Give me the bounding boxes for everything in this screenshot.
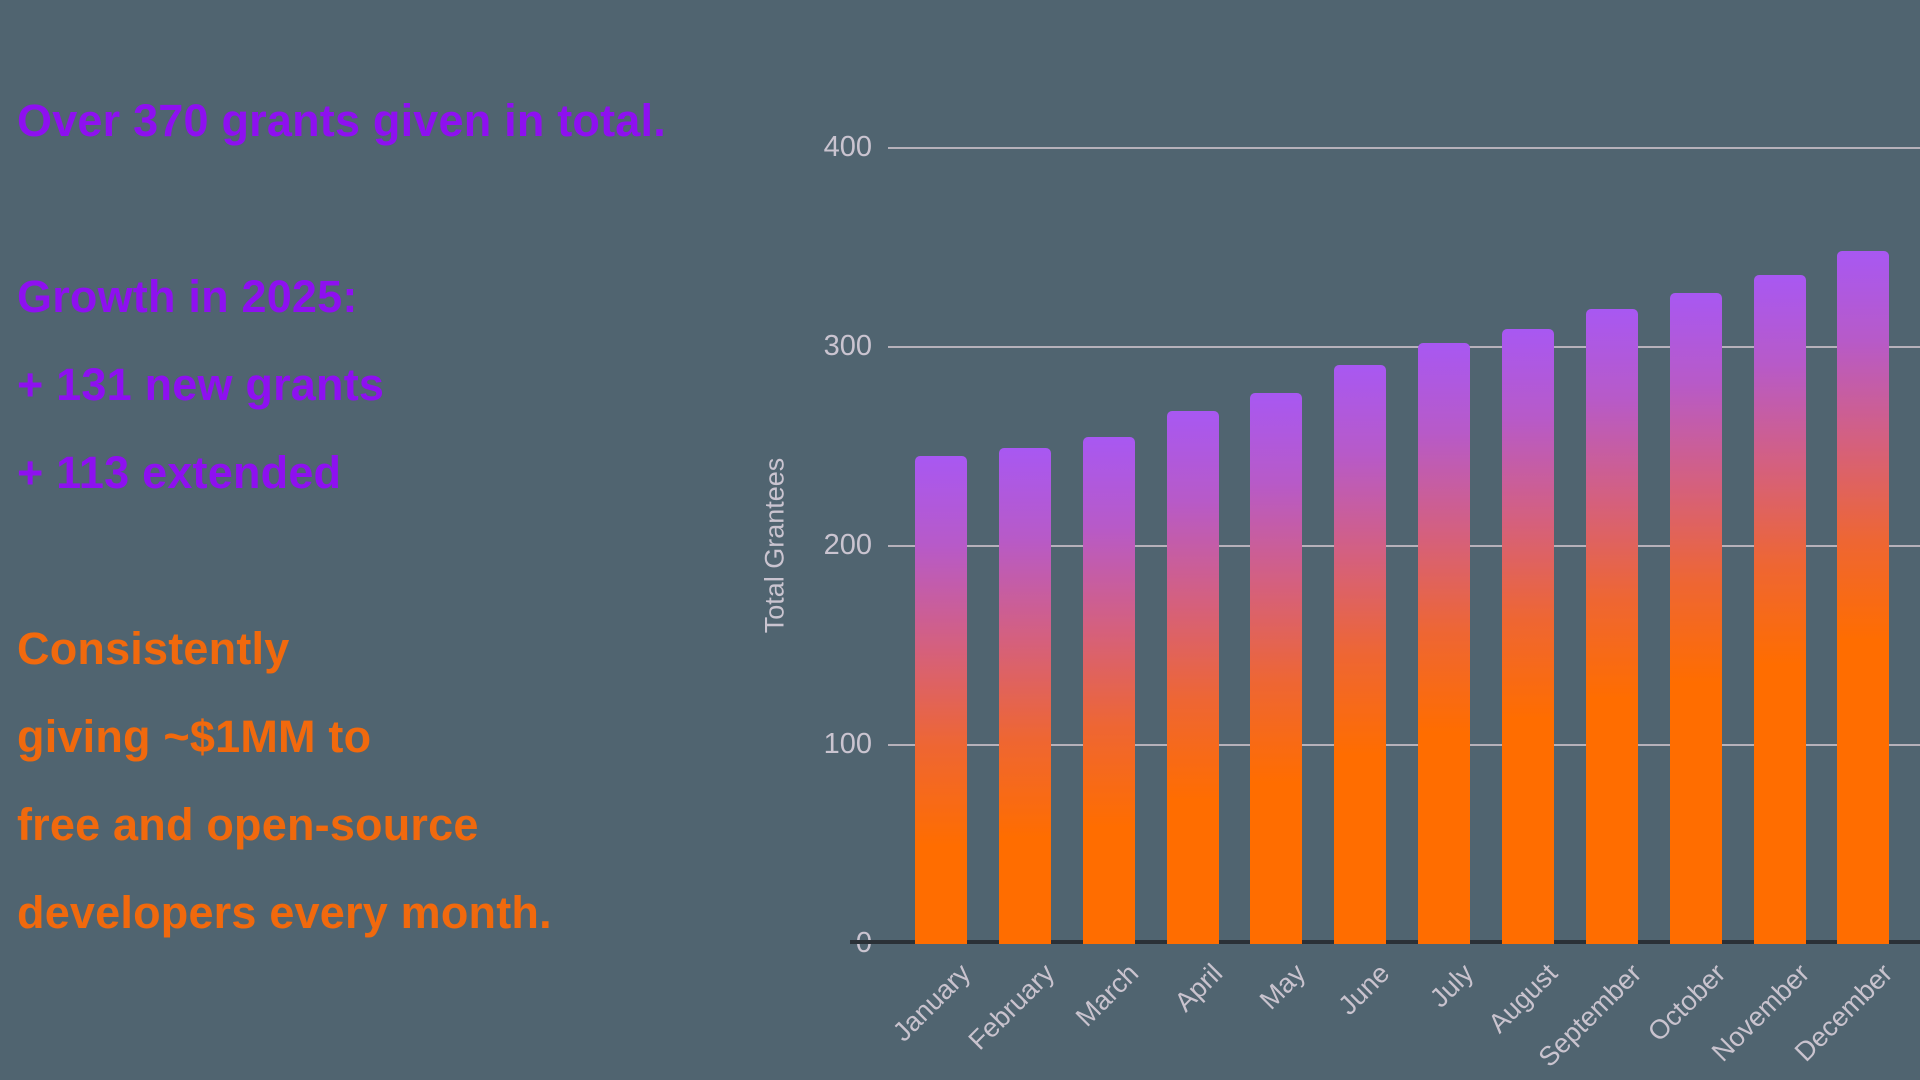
bar-february	[998, 448, 1051, 944]
bar-may	[1250, 392, 1303, 944]
giving-statement-line-3: free and open-source	[17, 799, 479, 850]
bar-june	[1334, 364, 1387, 944]
bar-september	[1585, 309, 1638, 944]
bar-march	[1082, 436, 1135, 944]
giving-statement-line-4: developers every month.	[17, 887, 552, 938]
giving-statement-line-1: Consistently	[17, 623, 290, 674]
gridline-100	[888, 744, 1920, 746]
giving-statement-line-2: giving ~$1MM to	[17, 711, 372, 762]
y-tick-label-400: 400	[823, 131, 872, 163]
gridline-300	[888, 346, 1920, 348]
gridline-200	[888, 545, 1920, 547]
y-tick-label-100: 100	[823, 728, 872, 760]
growth-new-grants: + 131 new grants	[17, 359, 385, 410]
bar-november	[1753, 275, 1806, 944]
bar-october	[1669, 293, 1722, 944]
bar-august	[1502, 329, 1555, 944]
bar-december	[1837, 251, 1890, 944]
bar-july	[1418, 343, 1471, 944]
growth-heading: Growth in 2025:	[17, 271, 358, 322]
growth-extended-grants: + 113 extended	[17, 447, 342, 498]
y-tick-label-300: 300	[823, 330, 872, 362]
total-grants-headline: Over 370 grants given in total.	[17, 95, 666, 146]
bar-january	[915, 456, 967, 944]
bar-april	[1166, 410, 1219, 944]
gridline-400	[888, 147, 1920, 149]
summary-panel: Over 370 grants given in total. Growth i…	[17, 77, 666, 957]
y-tick-label-200: 200	[823, 529, 872, 561]
